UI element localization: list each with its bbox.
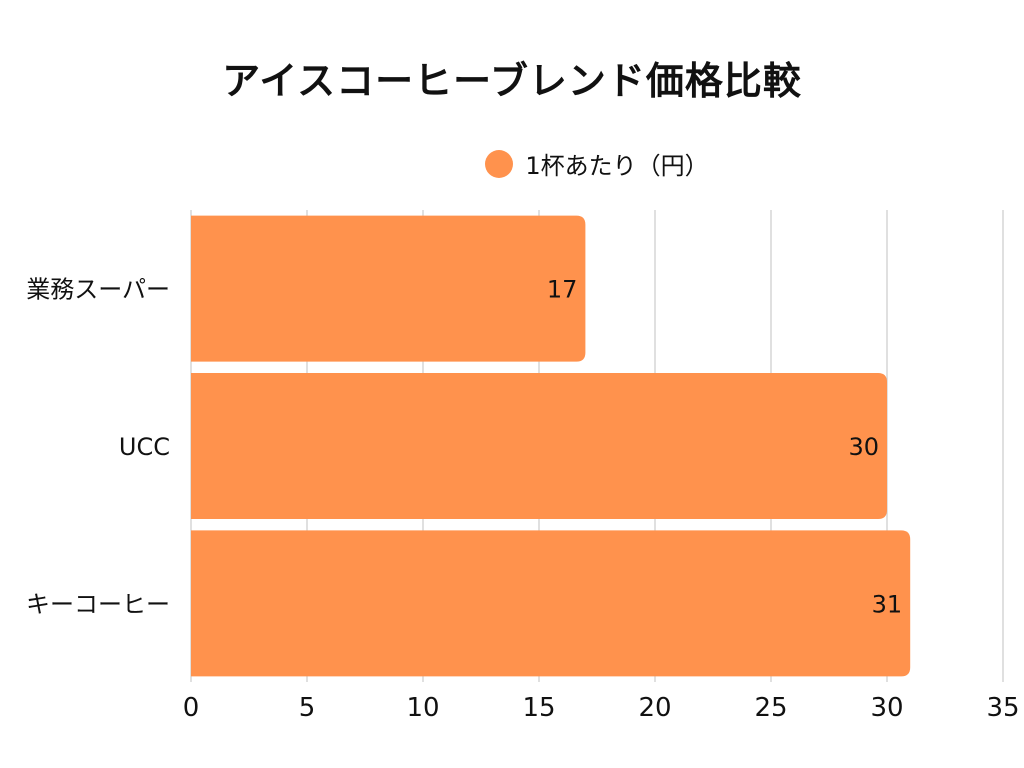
x-tick-label-20: 20: [638, 693, 671, 723]
x-tick-label-15: 15: [522, 693, 555, 723]
category-label-1: 業務スーパー: [26, 276, 170, 304]
value-label-1: 17: [547, 276, 578, 304]
category-label-3: キーコーヒー: [26, 590, 170, 618]
x-tick-label-0: 0: [183, 693, 200, 723]
value-label-2: 30: [848, 433, 879, 461]
x-tick-label-25: 25: [754, 693, 787, 723]
bars: [191, 215, 911, 677]
data-labels: 17 30 31: [547, 276, 902, 619]
x-tick-label-30: 30: [870, 693, 903, 723]
legend-swatch: [485, 149, 514, 178]
category-label-2: UCC: [119, 433, 170, 461]
legend: 1杯あたり（円）: [0, 146, 1024, 181]
x-axis-ticks: 0 5 10 15 20 25 30 35: [183, 693, 1020, 723]
x-tick-label-5: 5: [299, 693, 316, 723]
x-tick-label-10: 10: [406, 693, 439, 723]
bar-3: [191, 530, 911, 677]
value-label-3: 31: [872, 590, 903, 618]
bar-2: [191, 373, 887, 519]
legend-label: 1杯あたり（円）: [525, 152, 709, 180]
bar-1: [191, 215, 586, 362]
x-tick-label-35: 35: [986, 693, 1019, 723]
chart-title: アイスコーヒーブレンド価格比較: [222, 59, 802, 103]
category-labels: 業務スーパー UCC キーコーヒー: [26, 276, 170, 619]
